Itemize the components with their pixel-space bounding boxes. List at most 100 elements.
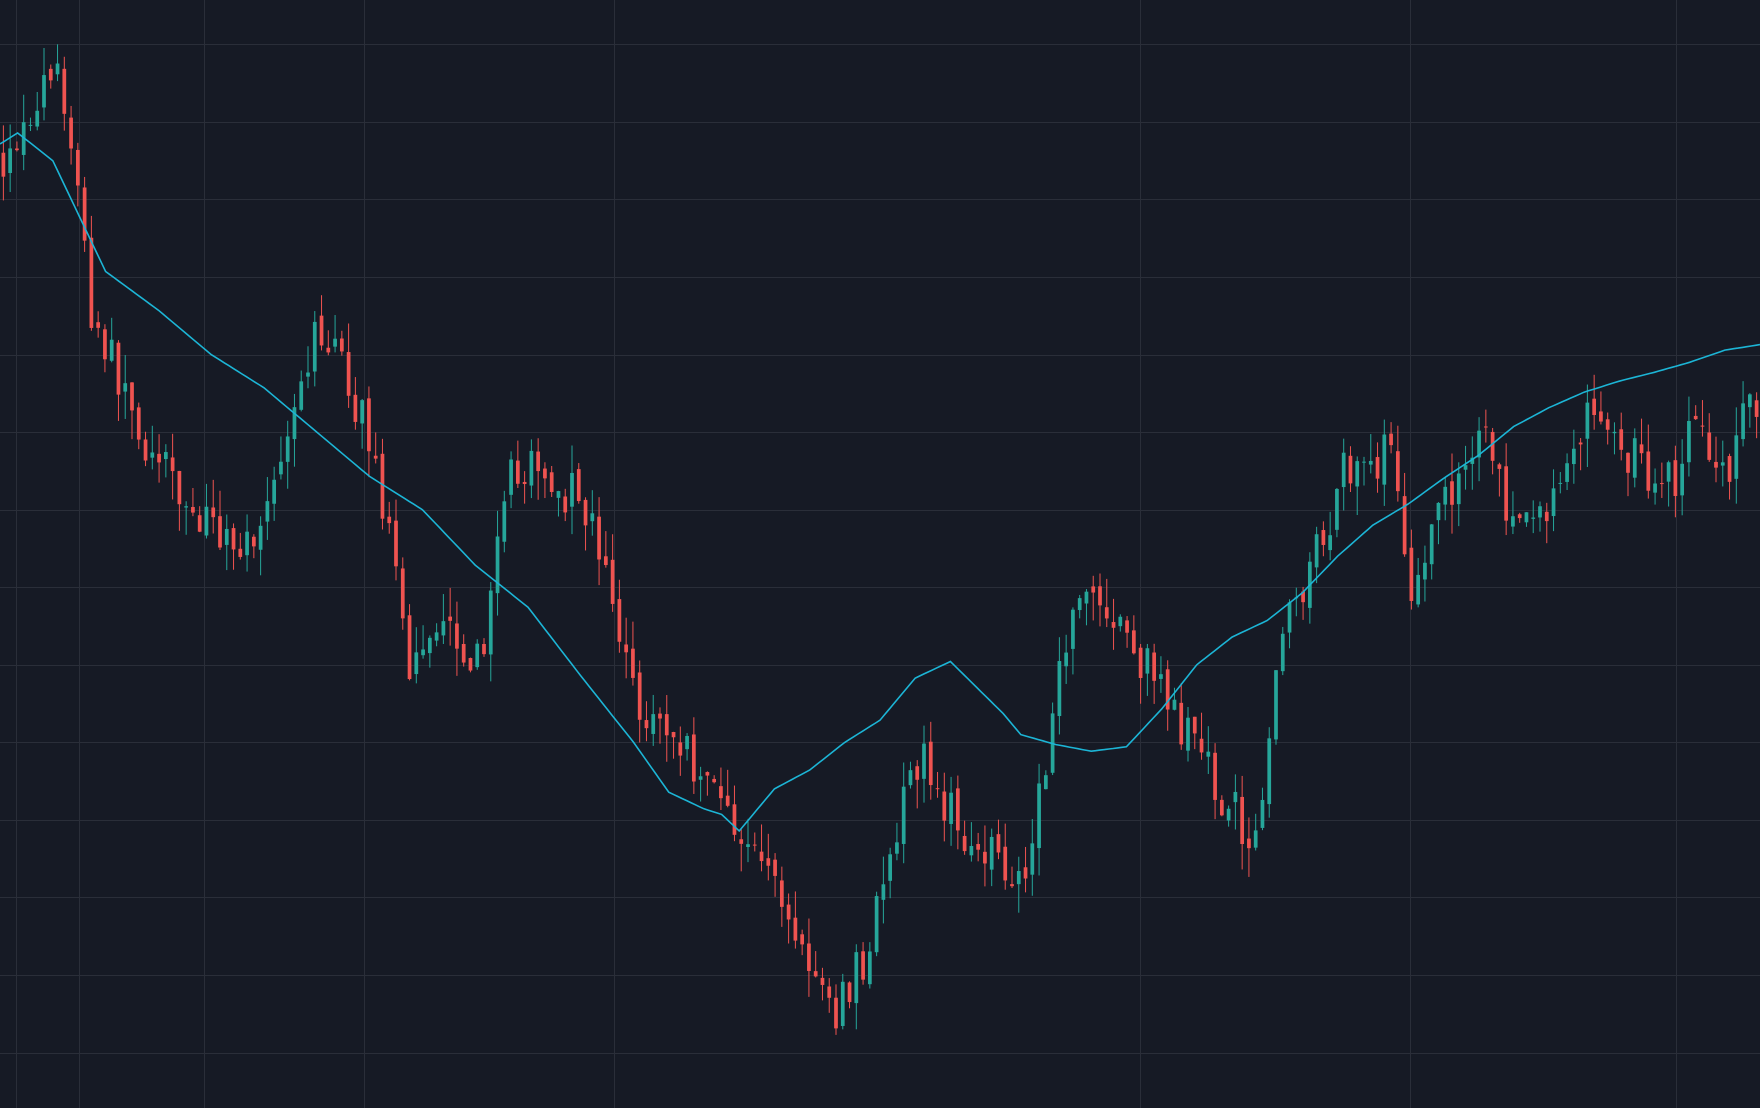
candle-body: [157, 453, 161, 463]
candle-body: [62, 68, 67, 114]
candle-body: [387, 516, 392, 524]
candle-body: [1016, 871, 1021, 885]
candle: [96, 311, 101, 338]
candle: [1687, 396, 1691, 477]
candle-body: [1524, 512, 1529, 523]
candle: [590, 490, 595, 536]
candle-body: [116, 342, 121, 395]
candle-body: [502, 501, 507, 542]
candle: [35, 91, 40, 131]
candle-body: [1639, 444, 1644, 454]
candle-body: [739, 839, 744, 844]
candle-body: [82, 187, 87, 241]
candle-body: [136, 407, 141, 440]
candle-body: [150, 452, 155, 458]
candle-body: [996, 834, 1001, 853]
candle: [543, 462, 547, 499]
candle: [360, 398, 365, 449]
candle: [1504, 443, 1509, 536]
candle-body: [1558, 482, 1563, 484]
candle-body: [915, 766, 920, 780]
candle-body: [75, 149, 80, 186]
candle: [1077, 594, 1082, 619]
candle: [1321, 521, 1326, 557]
candle-body: [1362, 461, 1366, 463]
candle: [421, 625, 425, 659]
candle-body: [441, 621, 446, 636]
candle: [1023, 846, 1028, 893]
candle-body: [867, 951, 872, 985]
candle-body: [1057, 661, 1062, 717]
candle: [1605, 412, 1610, 445]
candle: [1057, 637, 1062, 735]
candle: [1145, 643, 1150, 696]
candle: [191, 488, 195, 517]
candle: [265, 477, 270, 540]
candle-body: [1382, 434, 1387, 485]
candle: [8, 124, 13, 193]
candles: [1, 44, 1759, 1035]
candle-body: [1612, 431, 1617, 434]
candle-body: [285, 436, 290, 462]
candle-body: [570, 472, 574, 507]
candle: [353, 377, 358, 430]
candle-body: [691, 734, 696, 782]
candle-body: [908, 770, 913, 786]
candle: [1477, 417, 1481, 482]
candle: [502, 490, 507, 553]
candle: [834, 984, 838, 1035]
candle-body: [1416, 574, 1421, 605]
candle-body: [103, 329, 107, 360]
candle: [116, 340, 121, 421]
candle-body: [421, 649, 425, 656]
candle: [1294, 587, 1299, 617]
candle: [150, 425, 155, 470]
moving-average: [0, 132, 1760, 833]
candle: [1118, 614, 1123, 632]
candle-body: [1280, 633, 1285, 672]
candle-body: [854, 952, 859, 1004]
candle-body: [1328, 535, 1333, 551]
candle-body: [8, 148, 13, 174]
candle-body: [1125, 620, 1129, 633]
candle-body: [529, 450, 534, 486]
candle: [908, 761, 913, 789]
candle: [1172, 687, 1177, 711]
candle-body: [895, 842, 899, 854]
candle-body: [1348, 455, 1353, 484]
candle: [549, 465, 554, 497]
candle-body: [888, 854, 893, 881]
candle-body: [1463, 465, 1468, 470]
candle-body: [759, 851, 764, 862]
candle: [732, 785, 737, 842]
candle: [75, 142, 80, 207]
candle: [1619, 412, 1624, 461]
candle-body: [1145, 648, 1150, 674]
candle-body: [1673, 460, 1678, 496]
candle: [448, 587, 453, 646]
candle-body: [407, 615, 412, 680]
candle: [339, 330, 344, 356]
candle-body: [1023, 867, 1028, 879]
candle: [1125, 616, 1129, 648]
candle-body: [123, 383, 128, 392]
candle: [218, 490, 222, 551]
candle-body: [1375, 457, 1380, 479]
candle: [1551, 469, 1556, 532]
candle-body: [807, 943, 811, 971]
candle: [400, 557, 405, 630]
candle-body: [928, 741, 933, 786]
candle: [170, 433, 175, 500]
candle-body: [1314, 534, 1319, 568]
candle: [1240, 775, 1245, 870]
candle-body: [1632, 438, 1637, 478]
candle: [942, 772, 947, 842]
candle: [1335, 487, 1339, 538]
candle-body: [1240, 796, 1245, 845]
candle: [1456, 462, 1461, 527]
candle-body: [522, 481, 527, 485]
candle-body: [1599, 411, 1603, 422]
candle-body: [1727, 456, 1732, 482]
candle: [1646, 424, 1651, 499]
